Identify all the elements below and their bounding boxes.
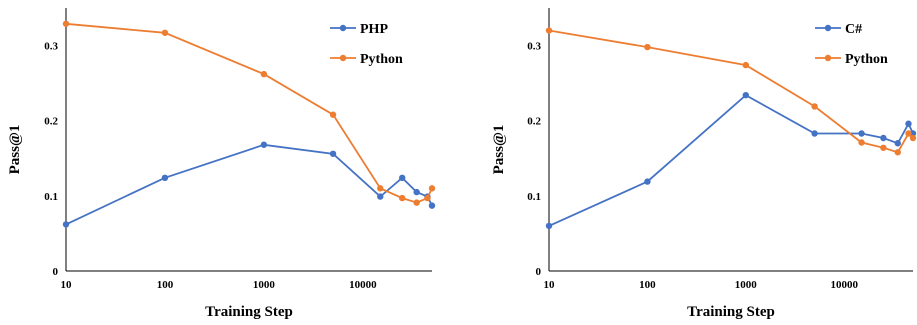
y-tick-label: 0.3: [44, 41, 58, 53]
x-tick-label: 10: [61, 279, 73, 291]
y-tick-label: 0: [53, 266, 59, 278]
data-point: [428, 202, 436, 209]
data-point: [880, 144, 887, 151]
y-axis-title: Pass@1: [7, 125, 23, 175]
x-tick-label: 10000: [830, 279, 858, 291]
data-point: [399, 194, 406, 202]
data-point: [377, 193, 384, 200]
data-point: [811, 103, 818, 110]
legend-marker: [824, 54, 832, 62]
y-axis-title: Pass@1: [491, 125, 507, 175]
data-point: [413, 199, 420, 206]
data-point: [644, 178, 651, 185]
y-tick-label: 0: [536, 266, 542, 278]
y-tick-label: 0.2: [44, 116, 58, 128]
legend-marker: [339, 24, 347, 32]
y-tick-label: 0.3: [527, 41, 541, 53]
data-point: [880, 134, 887, 142]
x-tick-label: 10: [544, 279, 556, 291]
legend-label: Python: [845, 52, 888, 67]
data-point: [742, 91, 750, 99]
data-point: [161, 174, 169, 182]
data-point: [424, 194, 431, 202]
y-tick-label: 0.1: [44, 191, 58, 203]
data-point: [894, 149, 901, 156]
legend-label: Python: [360, 52, 403, 67]
legend-label: C#: [845, 22, 862, 37]
data-point: [62, 20, 70, 27]
legend-marker: [824, 24, 832, 32]
series-line-python: [65, 22, 433, 204]
data-point: [377, 185, 384, 192]
chart-csharp-vs-python: 0 0.1 0.2 0.3 10 100 1000 10000 Training Step Pas…: [491, 8, 917, 320]
legend-label: PHP: [360, 22, 388, 37]
data-point: [858, 130, 865, 137]
x-tick-label: 1000: [735, 279, 758, 291]
data-point: [428, 185, 436, 192]
series-line-csharp: [548, 94, 914, 227]
data-point: [329, 150, 337, 157]
data-point: [413, 188, 420, 196]
x-axis-title: Training Step: [205, 304, 293, 320]
x-tick-label: 10000: [349, 279, 377, 291]
data-point: [62, 221, 70, 228]
data-point: [545, 27, 553, 34]
data-point: [909, 130, 917, 137]
data-point: [329, 111, 337, 118]
data-point: [905, 130, 912, 137]
data-point: [545, 222, 553, 230]
chart-php-vs-python: 0 0.1 0.2 0.3 10 100 1000 10000 Training Step Pas…: [7, 8, 436, 320]
x-axis-title: Training Step: [687, 304, 775, 320]
x-tick-label: 100: [157, 279, 174, 291]
data-point: [894, 140, 901, 147]
data-point: [858, 139, 865, 146]
data-point: [811, 130, 818, 137]
data-point: [260, 70, 268, 78]
data-point: [399, 174, 406, 182]
x-tick-label: 1000: [253, 279, 276, 291]
data-point: [260, 141, 268, 148]
data-point: [909, 134, 917, 142]
x-tick-label: 100: [639, 279, 656, 291]
data-point: [161, 29, 169, 36]
legend-marker: [339, 54, 347, 62]
data-point: [905, 120, 912, 127]
data-point: [644, 43, 651, 51]
data-point: [742, 61, 750, 69]
y-tick-label: 0.1: [527, 191, 541, 203]
y-tick-label: 0.2: [527, 116, 541, 128]
